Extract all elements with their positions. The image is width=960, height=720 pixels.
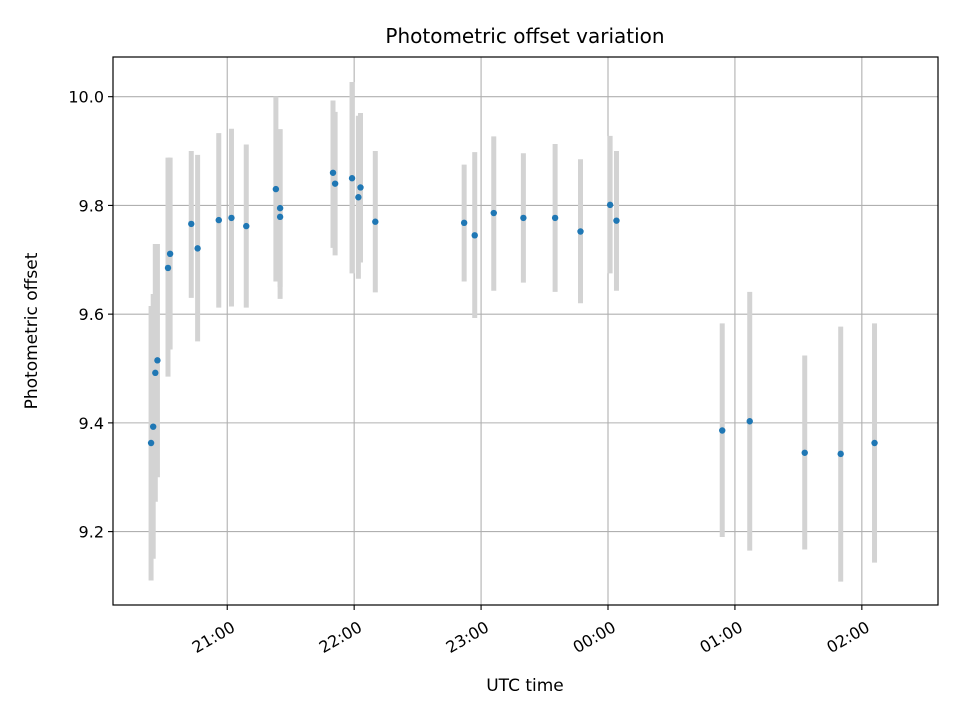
data-point bbox=[357, 184, 364, 191]
data-point bbox=[746, 418, 753, 425]
data-point bbox=[272, 185, 280, 193]
data-point bbox=[215, 216, 222, 224]
data-point bbox=[228, 214, 235, 222]
data-point bbox=[801, 449, 808, 456]
chart-title: Photometric offset variation bbox=[385, 24, 664, 48]
data-point bbox=[719, 427, 726, 434]
data-point bbox=[372, 218, 379, 225]
data-point bbox=[871, 439, 878, 447]
data-point bbox=[154, 357, 161, 364]
data-point bbox=[149, 423, 157, 430]
data-point bbox=[276, 204, 284, 212]
y-tick-label: 9.2 bbox=[79, 523, 104, 542]
data-point bbox=[613, 217, 620, 224]
data-point bbox=[471, 232, 478, 239]
data-point bbox=[577, 228, 584, 235]
data-point bbox=[329, 169, 337, 176]
data-point bbox=[164, 264, 172, 272]
data-point bbox=[606, 201, 614, 209]
y-tick-label: 9.8 bbox=[79, 196, 104, 215]
x-axis-label: UTC time bbox=[486, 676, 564, 696]
data-point bbox=[490, 209, 497, 217]
data-point bbox=[837, 450, 844, 458]
data-point bbox=[188, 220, 195, 228]
data-point bbox=[194, 245, 201, 252]
y-tick-label: 10.0 bbox=[68, 88, 104, 107]
data-point bbox=[460, 219, 468, 227]
data-point bbox=[551, 214, 559, 222]
data-point bbox=[276, 213, 284, 221]
data-point bbox=[243, 222, 250, 230]
y-tick-label: 9.4 bbox=[79, 414, 104, 433]
data-point bbox=[355, 194, 362, 201]
data-point bbox=[348, 175, 356, 182]
data-point bbox=[520, 214, 527, 222]
data-point bbox=[152, 369, 159, 377]
data-points bbox=[147, 169, 878, 458]
data-point bbox=[147, 439, 155, 447]
data-point bbox=[331, 180, 339, 187]
plot-frame bbox=[112, 56, 939, 606]
data-point bbox=[166, 250, 174, 258]
y-tick-label: 9.6 bbox=[79, 305, 104, 324]
y-axis-label: Photometric offset bbox=[22, 252, 42, 409]
